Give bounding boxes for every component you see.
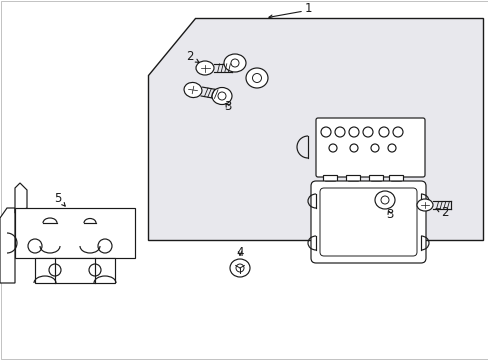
Text: 2: 2: [435, 207, 448, 220]
Polygon shape: [148, 18, 482, 240]
Text: 5: 5: [54, 192, 65, 206]
Bar: [368, 175, 382, 187]
Ellipse shape: [374, 191, 394, 209]
Ellipse shape: [245, 68, 267, 88]
Text: 3: 3: [386, 208, 393, 221]
Ellipse shape: [229, 259, 249, 277]
Bar: [388, 175, 402, 187]
FancyBboxPatch shape: [15, 208, 135, 258]
Ellipse shape: [416, 199, 432, 211]
Polygon shape: [0, 208, 15, 283]
FancyBboxPatch shape: [310, 181, 425, 263]
Ellipse shape: [196, 61, 214, 75]
Text: 4: 4: [236, 246, 243, 258]
Bar: [35, 258, 115, 283]
Bar: [323, 175, 336, 187]
FancyBboxPatch shape: [315, 118, 424, 177]
Bar: [346, 175, 359, 187]
Ellipse shape: [183, 82, 202, 98]
Text: 1: 1: [304, 3, 311, 15]
Ellipse shape: [224, 54, 245, 72]
Text: 2: 2: [186, 50, 199, 63]
Ellipse shape: [212, 87, 231, 104]
Text: 3: 3: [224, 100, 231, 113]
FancyBboxPatch shape: [319, 188, 416, 256]
Polygon shape: [15, 183, 27, 213]
